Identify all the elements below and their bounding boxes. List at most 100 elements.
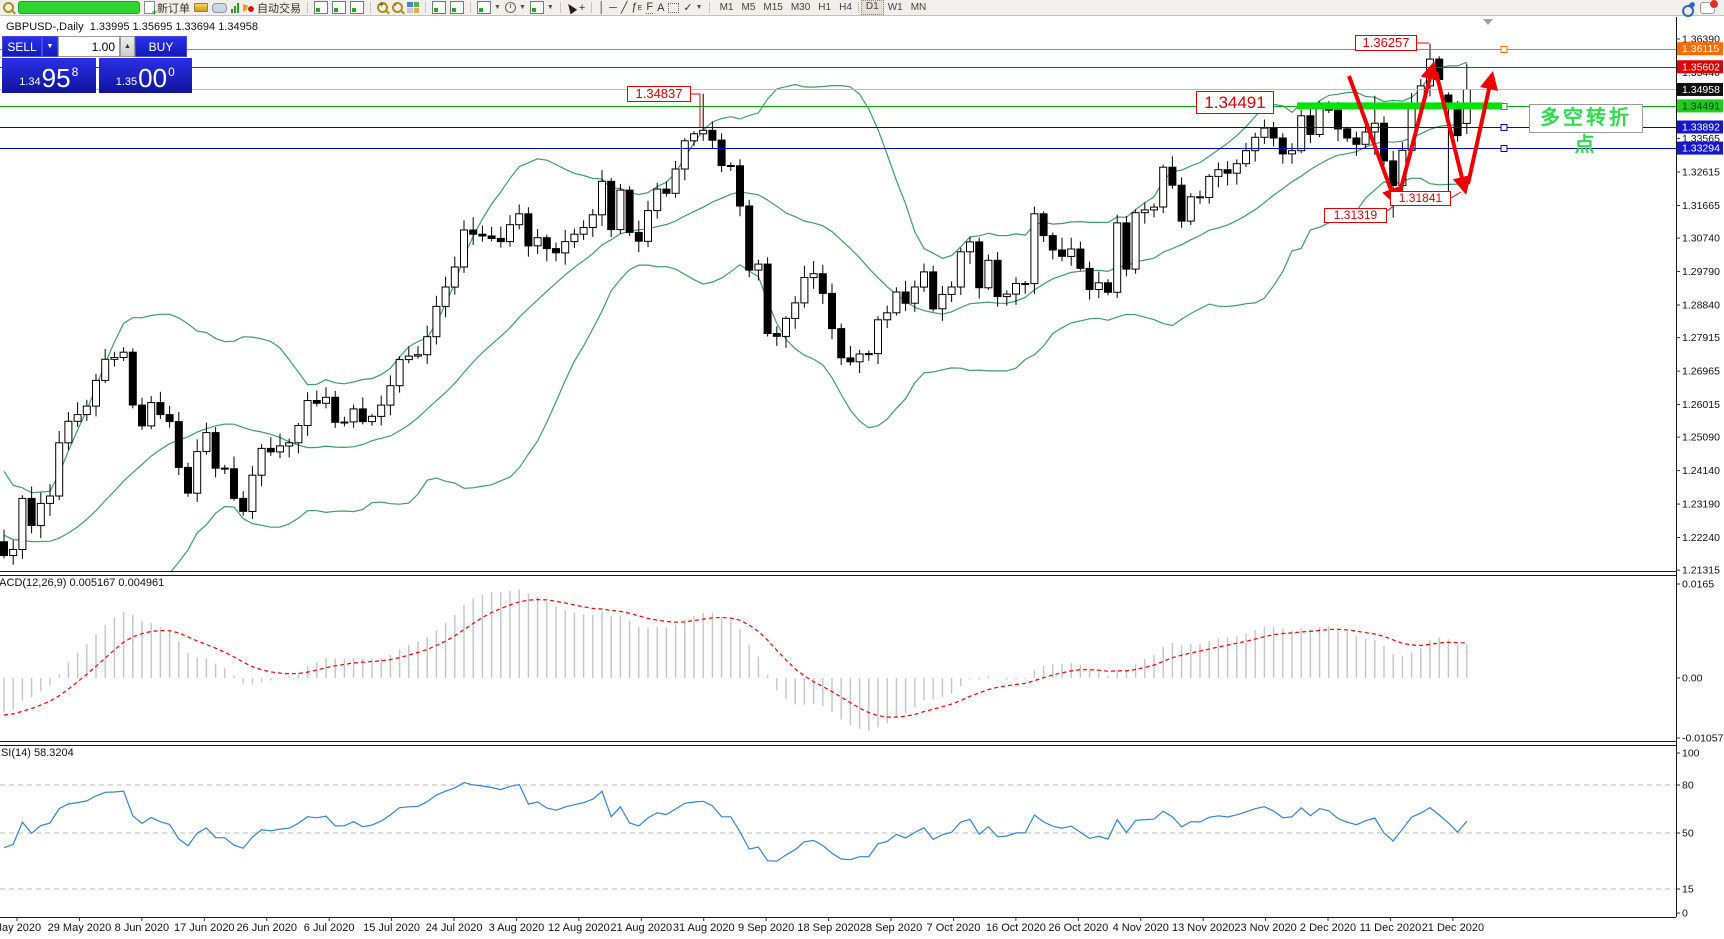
chart-line-icon[interactable] xyxy=(350,1,364,14)
svg-text:May 2020: May 2020 xyxy=(0,922,41,934)
svg-text:1.23190: 1.23190 xyxy=(1682,499,1720,511)
signal-icon[interactable] xyxy=(231,2,239,13)
svg-text:80: 80 xyxy=(1682,780,1694,792)
cloud-icon[interactable] xyxy=(212,2,227,13)
chart-bars-icon[interactable] xyxy=(314,1,328,14)
price-callout-dec21-low[interactable]: 1.31841 xyxy=(1390,191,1451,206)
add-indicator-button[interactable]: ▼ xyxy=(477,1,501,15)
auto-trading-label: 自动交易 xyxy=(257,2,301,15)
svg-text:7 Oct 2020: 7 Oct 2020 xyxy=(927,922,981,934)
rsi-indicator-label: RSI(14) 58.3204 xyxy=(0,747,74,759)
auto-scroll-icon[interactable] xyxy=(432,1,446,14)
timeframe-m30[interactable]: M30 xyxy=(790,2,811,13)
new-order-label: 新订单 xyxy=(157,2,190,15)
volume-up-button[interactable]: ▲ xyxy=(120,36,135,57)
buy-button[interactable]: BUY xyxy=(135,36,187,57)
trend-bar[interactable] xyxy=(1297,102,1502,110)
arrows-tool-button[interactable]: ✓ ▼ xyxy=(683,1,703,14)
price-axis: 1.363901.354401.335651.326151.316651.307… xyxy=(1676,34,1724,920)
chart-shift-marker xyxy=(1483,19,1493,25)
svg-text:1.36115: 1.36115 xyxy=(1682,43,1719,55)
price-callout-sep-high[interactable]: 1.34837 xyxy=(627,86,691,102)
svg-text:26 Oct 2020: 26 Oct 2020 xyxy=(1048,922,1108,934)
svg-text:21 Aug 2020: 21 Aug 2020 xyxy=(610,922,672,934)
volume-input[interactable] xyxy=(58,36,120,57)
svg-text:23 Nov 2020: 23 Nov 2020 xyxy=(1234,922,1296,934)
svg-text:1.25090: 1.25090 xyxy=(1682,432,1720,444)
crosshair-tool-icon[interactable]: + xyxy=(578,1,586,14)
svg-text:2 Dec 2020: 2 Dec 2020 xyxy=(1300,922,1356,934)
sell-button[interactable]: SELL xyxy=(2,36,42,57)
sell-price-display[interactable]: 1.34 95 8 xyxy=(2,58,96,93)
svg-text:18 Sep 2020: 18 Sep 2020 xyxy=(797,922,859,934)
timeframe-mn[interactable]: MN xyxy=(910,2,927,13)
svg-text:4 Nov 2020: 4 Nov 2020 xyxy=(1113,922,1169,934)
svg-text:11 Dec 2020: 11 Dec 2020 xyxy=(1360,922,1422,934)
template-button[interactable]: ▼ xyxy=(529,1,554,15)
new-order-button[interactable]: 新订单 xyxy=(144,1,190,17)
panel-borders xyxy=(0,17,1677,918)
chart-candles-icon[interactable] xyxy=(332,1,346,14)
svg-text:17 Jun 2020: 17 Jun 2020 xyxy=(174,922,235,934)
key-icon[interactable] xyxy=(1683,1,1696,14)
timeframe-h1[interactable]: H1 xyxy=(818,2,832,13)
auto-trading-button[interactable]: 自动交易 xyxy=(243,1,301,15)
svg-text:12 Aug 2020: 12 Aug 2020 xyxy=(548,922,610,934)
text-tool-icon[interactable]: A xyxy=(657,1,665,14)
cursor-tool-icon[interactable] xyxy=(564,1,577,14)
svg-text:1.33892: 1.33892 xyxy=(1682,122,1720,134)
auto-trading-icon xyxy=(243,2,255,13)
svg-text:8 Jun 2020: 8 Jun 2020 xyxy=(115,922,169,934)
timeframe-w1[interactable]: W1 xyxy=(887,2,903,13)
timeframe-m15[interactable]: M15 xyxy=(763,2,783,13)
toolbar-separator xyxy=(425,2,426,13)
timeframe-d1[interactable]: D1 xyxy=(860,0,884,15)
turning-point-note[interactable]: 多空转折点 xyxy=(1529,104,1643,156)
fibonacci-tool-icon[interactable]: F xyxy=(646,1,654,14)
equidistant-channel-tool-icon[interactable]: ƒE xyxy=(631,0,643,13)
svg-text:1.33294: 1.33294 xyxy=(1682,143,1720,155)
chat-notification-icon[interactable] xyxy=(1700,0,1719,14)
svg-text:31 Aug 2020: 31 Aug 2020 xyxy=(673,922,735,934)
toolbar-separator xyxy=(470,2,471,13)
sell-price-small: 1.34 xyxy=(19,76,41,88)
tile-windows-icon[interactable] xyxy=(407,2,419,13)
market-watch-icon[interactable] xyxy=(194,3,208,12)
trend-arrows[interactable] xyxy=(1347,61,1498,207)
price-callout-swing-high[interactable]: 1.36257 xyxy=(1355,35,1417,51)
svg-text:1.21315: 1.21315 xyxy=(1682,565,1720,577)
svg-text:50: 50 xyxy=(1682,828,1694,840)
trendline-tool-icon[interactable]: ╱ xyxy=(620,1,628,14)
sell-price-sup: 8 xyxy=(71,65,79,79)
price-callout-key-level[interactable]: 1.34491 xyxy=(1196,91,1274,114)
highlighted-toolbar-button[interactable] xyxy=(18,1,140,14)
svg-text:1.34491: 1.34491 xyxy=(1682,100,1720,112)
timeframe-h4[interactable]: H4 xyxy=(839,2,852,13)
price-callout-dec11-low[interactable]: 1.31319 xyxy=(1324,208,1387,223)
search-icon[interactable] xyxy=(3,2,14,13)
horizontal-line-tool-icon[interactable]: ─ xyxy=(609,1,617,14)
zoom-in-icon[interactable]: + xyxy=(377,1,388,13)
timeframe-bar: M1 M5 M15 M30 H1 H4 D1 W1 MN xyxy=(716,0,931,15)
svg-text:15 Jul 2020: 15 Jul 2020 xyxy=(363,922,420,934)
zoom-out-icon[interactable]: - xyxy=(392,1,403,13)
timeframe-m1[interactable]: M1 xyxy=(719,2,734,13)
vertical-line-tool-icon[interactable]: │ xyxy=(598,1,606,14)
new-order-icon xyxy=(144,1,157,17)
buy-price-display[interactable]: 1.35 00 0 xyxy=(98,58,192,93)
chart-shift-icon[interactable] xyxy=(450,1,464,14)
rectangle-tool-icon[interactable] xyxy=(668,2,680,13)
svg-text:1.35602: 1.35602 xyxy=(1682,61,1720,73)
timeframe-m5[interactable]: M5 xyxy=(741,2,756,13)
clock-icon xyxy=(504,2,516,13)
svg-text:9 Sep 2020: 9 Sep 2020 xyxy=(738,922,794,934)
sell-dropdown-button[interactable]: ▼ xyxy=(42,36,58,57)
svg-text:15: 15 xyxy=(1682,884,1694,896)
period-button[interactable]: ▼ xyxy=(504,1,526,15)
svg-text:100: 100 xyxy=(1682,748,1700,760)
chart-title: GBPUSD-,Daily 1.33995 1.35695 1.33694 1.… xyxy=(6,21,258,33)
bollinger-bands xyxy=(3,61,1468,571)
